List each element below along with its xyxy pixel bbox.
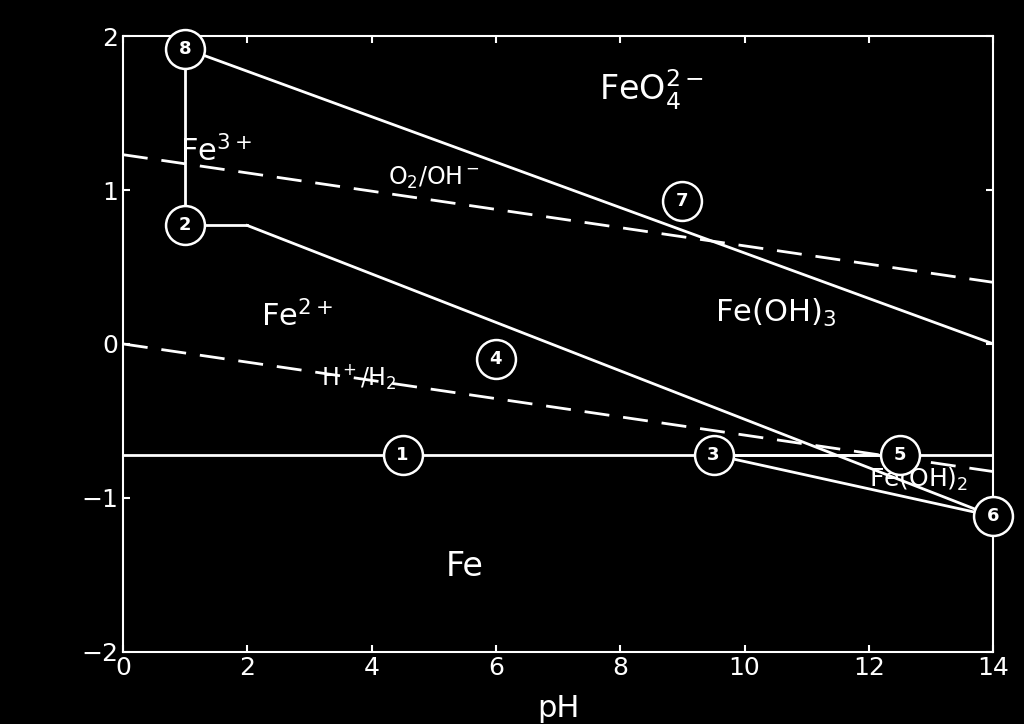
Text: Fe(OH)$_2$: Fe(OH)$_2$	[869, 466, 969, 493]
Text: Fe(OH)$_3$: Fe(OH)$_3$	[715, 297, 837, 329]
Text: 6: 6	[987, 508, 999, 525]
Text: 2: 2	[179, 216, 191, 235]
Text: FeO$_4^{2-}$: FeO$_4^{2-}$	[599, 68, 703, 112]
Text: Fe$^{3+}$: Fe$^{3+}$	[180, 135, 252, 168]
Text: H$^+$/H$_2$: H$^+$/H$_2$	[322, 363, 397, 392]
Text: 8: 8	[179, 40, 191, 57]
Text: 7: 7	[676, 192, 689, 210]
Text: Fe$^{2+}$: Fe$^{2+}$	[261, 300, 333, 332]
Text: Fe: Fe	[445, 550, 483, 584]
Text: 1: 1	[396, 446, 409, 463]
Text: 4: 4	[489, 350, 502, 369]
Text: O$_2$/OH$^-$: O$_2$/OH$^-$	[388, 164, 479, 191]
Text: 5: 5	[894, 446, 906, 463]
X-axis label: pH: pH	[537, 694, 580, 723]
Text: 3: 3	[708, 446, 720, 463]
